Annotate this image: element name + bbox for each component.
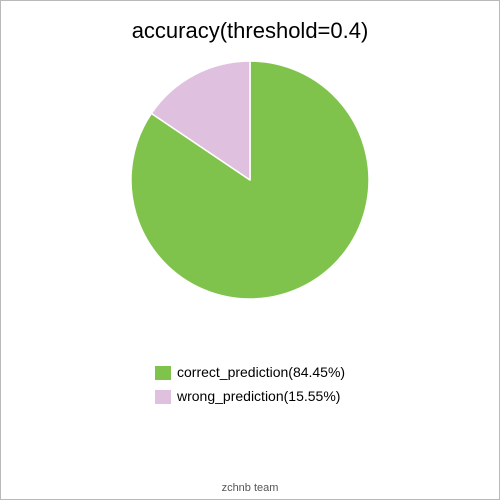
legend-swatch-correct-prediction: [155, 365, 171, 380]
legend-label-correct-prediction: correct_prediction(84.45%): [177, 364, 346, 380]
legend-label-wrong-prediction: wrong_prediction(15.55%): [177, 388, 341, 404]
chart-legend: correct_prediction(84.45%) wrong_predict…: [155, 364, 345, 412]
legend-item-wrong-prediction: wrong_prediction(15.55%): [155, 388, 345, 405]
chart-title: accuracy(threshold=0.4): [131, 18, 369, 43]
legend-swatch-wrong-prediction: [155, 389, 171, 404]
legend-item-correct-prediction: correct_prediction(84.45%): [155, 364, 345, 381]
footer-credit: zchnb team: [221, 482, 279, 494]
pie-slice-correct-prediction: [130, 60, 370, 300]
pie-slice-wrong-prediction: [150, 60, 251, 181]
